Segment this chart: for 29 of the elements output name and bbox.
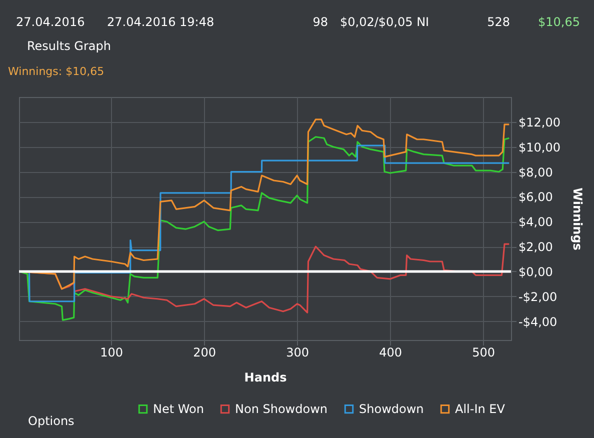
text: Options bbox=[28, 414, 74, 428]
text: 27.04.2016 19:48 bbox=[107, 15, 214, 29]
x-tick-label: 400 bbox=[379, 346, 402, 360]
y-tick-label: -$4,00 bbox=[518, 314, 558, 329]
x-tick-label: 500 bbox=[472, 346, 496, 360]
x-tick-label: 200 bbox=[193, 346, 216, 360]
chart-subtitle: Winnings: $10,65 bbox=[8, 65, 104, 78]
y-tick-label: $10,00 bbox=[518, 140, 560, 154]
x-tick-label: 100 bbox=[100, 346, 124, 360]
legend-label: Net Won bbox=[153, 402, 204, 416]
y-tick-label: $0,00 bbox=[518, 264, 553, 279]
x-tick-label: 300 bbox=[286, 346, 310, 360]
legend-label: Showdown bbox=[359, 402, 424, 416]
text: $10,65 bbox=[538, 15, 580, 29]
y-tick-label: $2,00 bbox=[518, 240, 553, 254]
text: 98 bbox=[312, 15, 328, 29]
legend-label: Non Showdown bbox=[235, 402, 328, 416]
legend-label: All-In EV bbox=[455, 402, 506, 416]
text: 27.04.2016 bbox=[16, 15, 85, 29]
y-tick-label: $12,00 bbox=[518, 115, 560, 130]
chart-title: Results Graph bbox=[27, 39, 111, 53]
x-axis-title: Hands bbox=[244, 370, 287, 384]
text: $0,02/$0,05 NI bbox=[340, 15, 430, 29]
y-tick-label: $4,00 bbox=[518, 215, 553, 230]
y-tick-label: $8,00 bbox=[518, 165, 553, 180]
y-axis-title: Winnings bbox=[570, 188, 584, 250]
y-tick-label: -$2,00 bbox=[518, 290, 558, 304]
y-tick-label: $6,00 bbox=[518, 190, 553, 204]
text: 528 bbox=[487, 15, 510, 29]
